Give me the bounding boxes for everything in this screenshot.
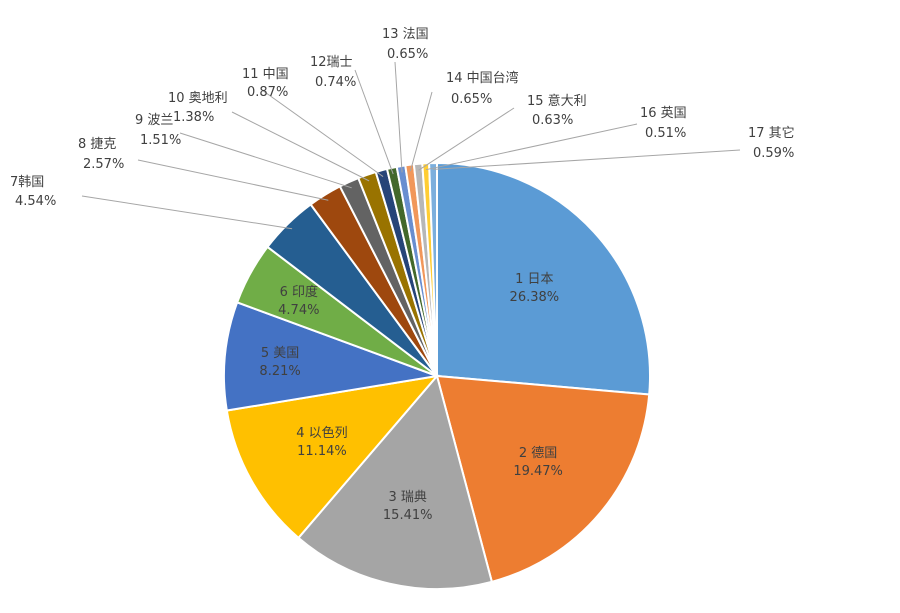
slice-value-label: 4.74% xyxy=(278,303,319,318)
slice-value-label: 0.63% xyxy=(532,113,573,128)
leader-line xyxy=(81,195,293,230)
slice-name-label: 6 印度 xyxy=(280,284,318,300)
slice-name-label: 1 日本 xyxy=(515,272,553,287)
slice-name-label: 10 奥地利 xyxy=(168,91,228,106)
slice-value-label: 19.47% xyxy=(513,464,563,479)
leader-line xyxy=(231,111,370,182)
leader-line xyxy=(409,91,433,172)
slice-name-label: 8 捷克 xyxy=(78,137,116,152)
slice-name-label: 13 法国 xyxy=(382,27,429,42)
slice-name-label: 14 中国台湾 xyxy=(446,70,519,86)
pie-slice xyxy=(435,374,651,584)
slice-value-label: 0.65% xyxy=(451,92,492,107)
slice-value-label: 11.14% xyxy=(297,444,347,459)
slice-name-label: 4 以色列 xyxy=(296,425,347,441)
pie-slice xyxy=(225,374,440,540)
slice-name-label: 2 德国 xyxy=(519,446,557,461)
slice-value-label: 26.38% xyxy=(510,290,560,305)
leader-line xyxy=(179,132,352,189)
slice-value-label: 0.65% xyxy=(387,47,428,62)
leader-line xyxy=(425,123,638,171)
pie-slice xyxy=(436,161,651,396)
pie-slices xyxy=(223,161,651,590)
leader-lines xyxy=(81,61,741,230)
slice-name-label: 15 意大利 xyxy=(527,93,587,109)
slice-name-label: 7韩国 xyxy=(10,175,44,190)
slice-value-label: 0.59% xyxy=(753,146,794,161)
slice-value-label: 1.51% xyxy=(140,133,181,148)
pie-slice xyxy=(297,373,494,590)
slice-name-label: 17 其它 xyxy=(748,125,795,141)
slice-name-label: 16 英国 xyxy=(640,106,687,121)
slice-name-label: 12瑞士 xyxy=(310,55,353,70)
slice-name-label: 9 波兰 xyxy=(135,113,173,128)
leader-line xyxy=(433,149,741,170)
leader-line xyxy=(137,159,329,201)
leader-line xyxy=(418,107,515,171)
leader-line xyxy=(394,61,403,173)
slice-value-label: 0.51% xyxy=(645,126,686,141)
slice-value-label: 2.57% xyxy=(83,157,124,172)
slice-name-label: 11 中国 xyxy=(242,67,289,82)
slice-name-label: 5 美国 xyxy=(261,346,299,361)
leader-line xyxy=(261,89,384,177)
pie-slice xyxy=(223,301,441,412)
slice-value-label: 1.38% xyxy=(173,110,214,125)
slice-name-label: 3 瑞典 xyxy=(389,490,427,505)
slice-value-label: 8.21% xyxy=(259,364,300,379)
slice-value-label: 15.41% xyxy=(383,508,433,523)
slice-value-label: 4.54% xyxy=(15,194,56,209)
leader-line xyxy=(354,69,394,175)
slice-labels: 1 日本 26.38% 2 德国 19.47% 3 瑞典 15.41% 4 以色列 11.14… xyxy=(10,27,795,523)
slice-value-label: 0.87% xyxy=(247,85,288,100)
slice-value-label: 0.74% xyxy=(315,75,356,90)
